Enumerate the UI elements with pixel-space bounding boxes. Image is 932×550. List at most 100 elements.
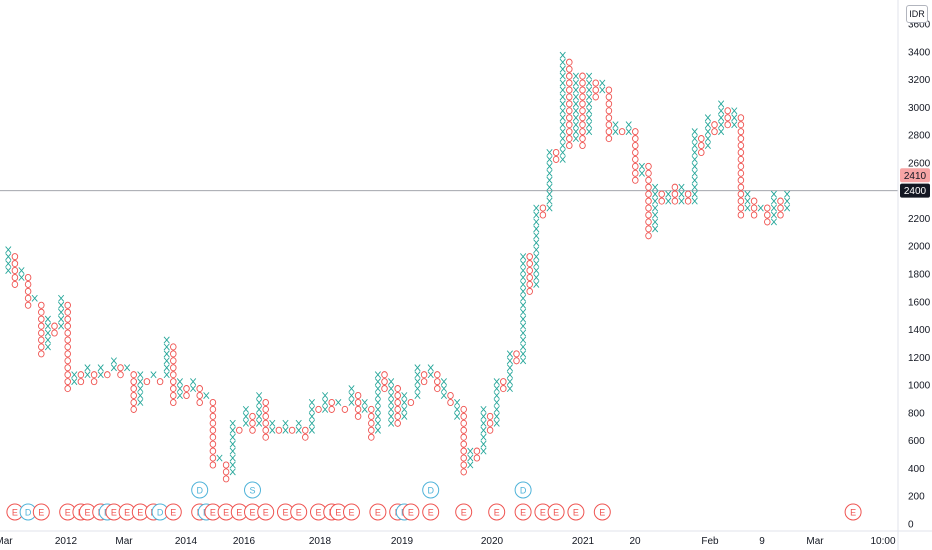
- earnings-marker[interactable]: E: [844, 503, 862, 521]
- o-box: [64, 329, 71, 337]
- x-box: [572, 79, 579, 87]
- x-box: [322, 405, 329, 413]
- x-box: [691, 169, 698, 177]
- marker-label: E: [315, 508, 321, 518]
- x-box: [506, 364, 513, 372]
- y-tick-label: 3000: [908, 103, 931, 114]
- x-box: [467, 447, 474, 455]
- o-column: [684, 190, 692, 205]
- x-box: [586, 72, 593, 80]
- o-column: [486, 412, 494, 434]
- earnings-marker[interactable]: E: [290, 503, 308, 521]
- x-box: [572, 121, 579, 129]
- dividend-marker[interactable]: S: [244, 481, 261, 499]
- o-box: [566, 142, 573, 150]
- x-column: [559, 51, 566, 163]
- earnings-marker[interactable]: E: [164, 503, 182, 521]
- earnings-marker[interactable]: E: [204, 503, 222, 521]
- o-box: [196, 398, 203, 406]
- o-box: [11, 260, 19, 268]
- x-box: [256, 412, 263, 420]
- x-column: [691, 128, 698, 205]
- x-box: [559, 121, 566, 129]
- earnings-marker[interactable]: E: [593, 503, 611, 521]
- earnings-marker[interactable]: E: [257, 503, 275, 521]
- earnings-marker[interactable]: E: [32, 503, 50, 521]
- o-column: [434, 371, 441, 393]
- earnings-marker[interactable]: E: [244, 503, 261, 521]
- o-box: [354, 398, 362, 406]
- marker-label: E: [335, 508, 341, 518]
- o-box: [671, 190, 679, 198]
- earnings-marker[interactable]: E: [402, 503, 420, 521]
- x-box: [559, 128, 566, 136]
- marker-circle: [164, 503, 182, 521]
- x-box: [546, 149, 553, 156]
- x-box: [520, 315, 527, 323]
- earnings-marker[interactable]: E: [455, 503, 473, 521]
- o-box: [64, 336, 71, 344]
- o-box: [460, 426, 467, 434]
- o-box: [566, 114, 573, 122]
- x-column: [190, 378, 197, 393]
- o-box: [236, 426, 243, 434]
- x-box: [282, 426, 289, 434]
- earnings-marker[interactable]: E: [343, 503, 360, 521]
- marker-circle: [455, 503, 473, 521]
- o-box: [737, 128, 745, 136]
- o-box: [645, 225, 652, 233]
- x-box: [374, 412, 381, 420]
- o-column: [196, 385, 203, 406]
- o-box: [579, 114, 586, 122]
- marker-label: E: [137, 508, 143, 518]
- x-box: [612, 121, 619, 129]
- o-box: [11, 253, 19, 261]
- x-box: [520, 357, 527, 365]
- earnings-marker[interactable]: E: [567, 503, 585, 521]
- o-column: [262, 398, 269, 441]
- x-box: [44, 322, 51, 330]
- x-tick-label: 2012: [55, 536, 78, 547]
- x-box: [691, 162, 698, 170]
- x-box: [784, 190, 791, 198]
- o-box: [645, 169, 652, 177]
- marker-label: E: [375, 508, 381, 518]
- earnings-marker[interactable]: E: [369, 503, 387, 521]
- x-box: [506, 350, 513, 358]
- earnings-marker[interactable]: E: [547, 503, 565, 521]
- x-box: [97, 371, 104, 379]
- o-box: [183, 392, 190, 400]
- x-box: [506, 385, 513, 393]
- earnings-marker[interactable]: E: [422, 503, 440, 521]
- o-box: [64, 357, 71, 365]
- x-column: [638, 162, 645, 177]
- o-box: [566, 58, 573, 66]
- x-column: [361, 399, 368, 413]
- event-markers[interactable]: EDEEEEEDEEEEDEEDEEEEEEEEEEEEEDEEEEEEEEEE…: [6, 481, 862, 521]
- o-column: [288, 426, 296, 434]
- x-box: [586, 107, 593, 115]
- earnings-marker[interactable]: E: [514, 503, 532, 521]
- earnings-marker[interactable]: E: [488, 503, 506, 521]
- marker-label: D: [157, 508, 164, 518]
- dividend-marker[interactable]: D: [191, 481, 209, 499]
- y-tick-label: 200: [908, 492, 925, 503]
- marker-circle: [369, 503, 387, 521]
- x-box: [718, 114, 725, 122]
- o-box: [262, 398, 269, 406]
- dividend-marker[interactable]: D: [422, 481, 440, 499]
- earnings-marker[interactable]: E: [118, 503, 136, 521]
- x-column: [665, 190, 672, 205]
- x-box: [533, 232, 540, 240]
- o-box: [64, 322, 71, 330]
- marker-circle: [567, 503, 585, 521]
- o-box: [566, 128, 573, 136]
- dividend-marker[interactable]: D: [514, 481, 532, 499]
- o-box: [711, 128, 718, 136]
- o-column: [394, 385, 401, 427]
- price-label-box: [900, 183, 930, 198]
- o-box: [368, 426, 375, 434]
- o-box: [579, 72, 586, 80]
- currency-label[interactable]: IDR: [906, 5, 928, 23]
